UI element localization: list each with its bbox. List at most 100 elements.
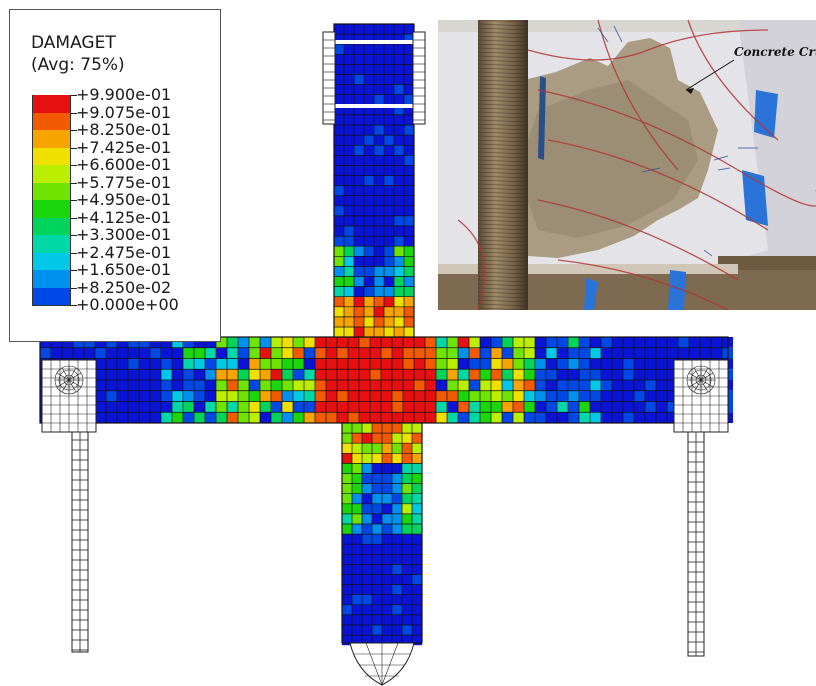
column-element	[374, 84, 384, 95]
column-element	[394, 185, 404, 196]
column-element	[354, 226, 364, 237]
beam-element	[150, 380, 161, 391]
column-element	[354, 306, 364, 317]
column-element	[342, 544, 352, 555]
column-element	[354, 145, 364, 156]
column-element	[374, 266, 384, 277]
column-element	[392, 544, 402, 555]
column-element	[402, 614, 412, 625]
beam-element	[106, 358, 117, 370]
column-element	[364, 44, 374, 55]
beam-element	[194, 337, 205, 348]
beam-element	[414, 358, 425, 370]
beam-element	[469, 347, 480, 359]
beam-element	[271, 358, 282, 370]
beam-element	[579, 401, 590, 413]
column-element	[374, 64, 384, 75]
column-element	[354, 135, 364, 146]
beam-element	[161, 358, 172, 370]
column-element	[334, 306, 344, 317]
beam-element	[40, 337, 51, 348]
legend-tick	[71, 252, 77, 254]
beam-element	[194, 390, 205, 402]
column-element	[344, 256, 354, 267]
beam-element	[326, 380, 337, 391]
column-element	[402, 574, 412, 585]
beam-element	[260, 412, 271, 423]
beam-element	[700, 337, 711, 348]
column-element	[364, 145, 374, 156]
column-element	[374, 316, 384, 327]
column-element	[374, 286, 384, 297]
beam-element	[326, 369, 337, 380]
column-element	[394, 54, 404, 65]
beam-element	[667, 347, 678, 359]
beam-element	[326, 337, 337, 348]
column-element	[384, 195, 394, 206]
beam-element	[524, 390, 535, 402]
beam-element	[227, 412, 238, 423]
photo-annotation: Concrete Crushing	[734, 45, 816, 59]
column-element	[374, 246, 384, 257]
beam-element	[337, 390, 348, 402]
beam-element	[282, 390, 293, 402]
beam-element	[337, 358, 348, 370]
beam-element	[601, 358, 612, 370]
column-element	[362, 604, 372, 615]
beam-element	[370, 347, 381, 359]
column-element	[384, 185, 394, 196]
column-element	[384, 84, 394, 95]
column-element	[392, 513, 402, 524]
column-element	[342, 493, 352, 504]
column-element	[354, 84, 364, 95]
beam-element	[128, 369, 139, 380]
beam-element	[161, 369, 172, 380]
beam-element	[590, 358, 601, 370]
column-element	[394, 94, 404, 105]
beam-element	[469, 401, 480, 413]
column-element	[404, 155, 414, 166]
column-element	[362, 513, 372, 524]
beam-element	[348, 337, 359, 348]
column-element	[394, 296, 404, 307]
beam-element	[546, 337, 557, 348]
beam-element	[183, 390, 194, 402]
beam-element	[359, 390, 370, 402]
column-element	[384, 74, 394, 85]
beam-element	[392, 337, 403, 348]
beam-element	[579, 358, 590, 370]
beam-element	[161, 401, 172, 413]
beam-element	[216, 358, 227, 370]
column-element	[372, 443, 382, 454]
beam-element	[447, 401, 458, 413]
column-element	[374, 74, 384, 85]
column-element	[404, 54, 414, 65]
beam-element	[414, 347, 425, 359]
beam-element	[524, 369, 535, 380]
beam-element	[172, 390, 183, 402]
beam-element	[612, 347, 623, 359]
column-element	[362, 423, 372, 434]
beam-element	[359, 380, 370, 391]
column-element	[412, 453, 422, 464]
beam-element	[348, 358, 359, 370]
legend-value: +9.900e-01	[76, 85, 172, 104]
column-element	[334, 94, 344, 105]
beam-element	[293, 369, 304, 380]
column-element	[374, 205, 384, 216]
column-element	[382, 513, 392, 524]
beam-element	[227, 390, 238, 402]
column-element	[334, 185, 344, 196]
column-element	[394, 205, 404, 216]
beam-element	[667, 358, 678, 370]
column-element	[362, 473, 372, 484]
beam-element	[480, 337, 491, 348]
beam-element	[392, 390, 403, 402]
column-element	[372, 473, 382, 484]
column-element	[384, 276, 394, 287]
beam-element	[535, 369, 546, 380]
column-element	[334, 165, 344, 176]
beam-element	[194, 380, 205, 391]
legend-swatch	[32, 200, 71, 218]
beam-element	[634, 390, 645, 402]
